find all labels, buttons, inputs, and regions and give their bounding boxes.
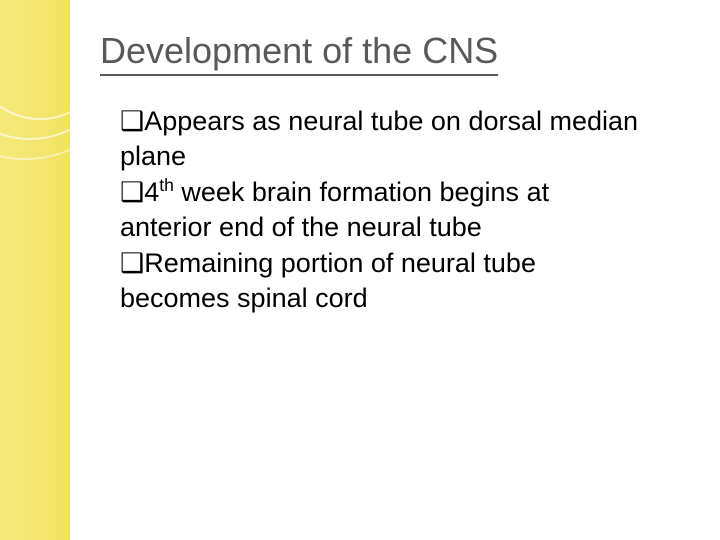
decor-circle-inner (0, 0, 110, 120)
accent-band (0, 0, 70, 540)
bullet-text: 4th week brain formation begins at anter… (120, 177, 549, 242)
bullet-marker-icon: ❑ (120, 106, 144, 136)
bullet-item: ❑Appears as neural tube on dorsal median… (120, 104, 640, 173)
slide-body: ❑Appears as neural tube on dorsal median… (120, 104, 640, 315)
accent-decoration (0, 0, 110, 540)
bullet-text: Appears as neural tube on dorsal median … (120, 106, 638, 171)
bullet-item: ❑Remaining portion of neural tube become… (120, 246, 640, 315)
slide-title: Development of the CNS (100, 30, 498, 76)
slide-content: Development of the CNS ❑Appears as neura… (100, 30, 680, 317)
bullet-marker-icon: ❑ (120, 248, 144, 278)
bullet-marker-icon: ❑ (120, 177, 144, 207)
bullet-item: ❑4th week brain formation begins at ante… (120, 175, 640, 244)
bullet-text: Remaining portion of neural tube becomes… (120, 248, 536, 313)
